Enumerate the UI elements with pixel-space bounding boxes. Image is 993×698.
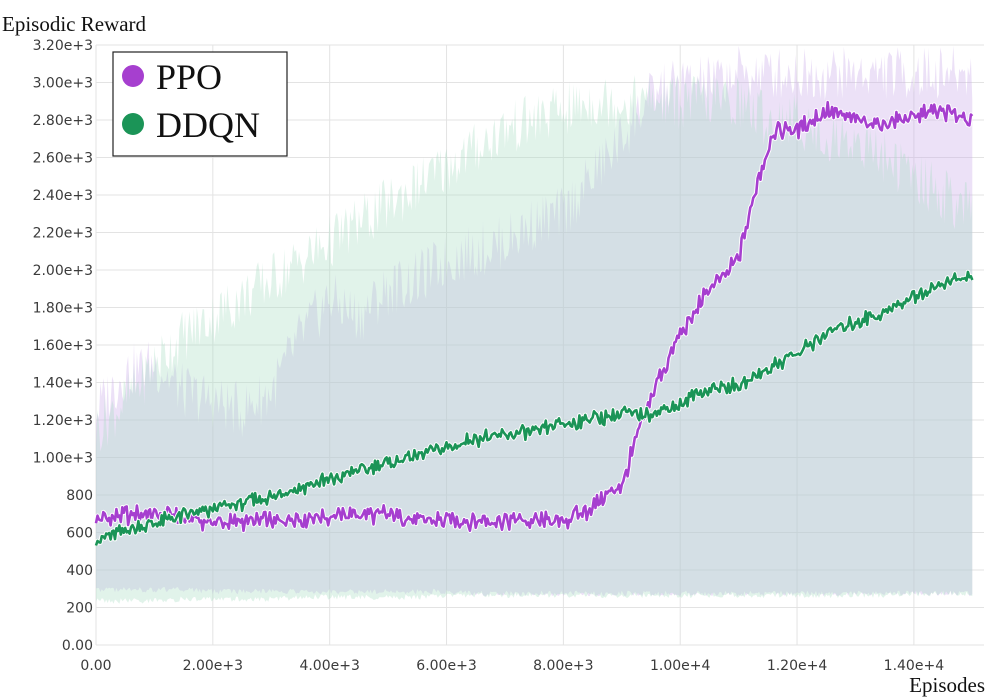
y-tick-label: 200 <box>66 601 93 617</box>
gridlines <box>95 44 984 646</box>
y-tick-label: 2.80e+3 <box>33 113 93 129</box>
y-tick-label: 600 <box>66 526 93 542</box>
y-tick-label: 2.20e+3 <box>33 226 93 242</box>
y-tick-label: 3.00e+3 <box>33 76 93 92</box>
x-axis-title: Episodes <box>909 673 985 697</box>
y-tick-label: 1.40e+3 <box>33 376 93 392</box>
band-ppo <box>96 45 973 597</box>
y-tick-label: 1.00e+3 <box>33 451 93 467</box>
y-tick-label: 2.60e+3 <box>33 151 93 167</box>
y-tick-label: 2.00e+3 <box>33 263 93 279</box>
x-tick-label: 4.00e+3 <box>299 658 359 674</box>
x-tick-label: 8.00e+3 <box>533 658 593 674</box>
x-tick-label: 2.00e+3 <box>183 658 243 674</box>
y-axis-title: Episodic Reward <box>2 12 147 36</box>
line-ddqn <box>94 270 974 546</box>
legend-marker-ppo <box>122 65 144 87</box>
legend-label-ppo: PPO <box>156 57 222 97</box>
y-tick-label: 400 <box>66 563 93 579</box>
x-tick-label: 1.20e+4 <box>767 658 828 674</box>
x-tick-label: 0.00 <box>80 658 111 674</box>
legend: PPO DDQN <box>112 51 288 157</box>
y-tick-label: 1.60e+3 <box>33 338 93 354</box>
x-tick-label: 1.40e+4 <box>884 658 945 674</box>
axis-ticks: 0.00 200 400 600 800 1.00e+3 1.20e+3 1.40e+3 1.6… <box>33 38 945 674</box>
y-tick-label: 800 <box>66 488 93 504</box>
legend-label-ddqn: DDQN <box>156 105 260 145</box>
y-tick-label: 1.20e+3 <box>33 413 93 429</box>
y-tick-label: 1.80e+3 <box>33 301 93 317</box>
legend-box <box>112 51 288 157</box>
series-lines <box>93 99 975 547</box>
y-tick-label: 0.00 <box>62 638 93 654</box>
x-tick-label: 6.00e+3 <box>416 658 476 674</box>
legend-marker-ddqn <box>122 113 144 135</box>
x-tick-label: 1.00e+4 <box>650 658 711 674</box>
line-ppo <box>94 100 974 533</box>
y-tick-label: 2.40e+3 <box>33 188 93 204</box>
y-tick-label: 3.20e+3 <box>33 38 93 54</box>
